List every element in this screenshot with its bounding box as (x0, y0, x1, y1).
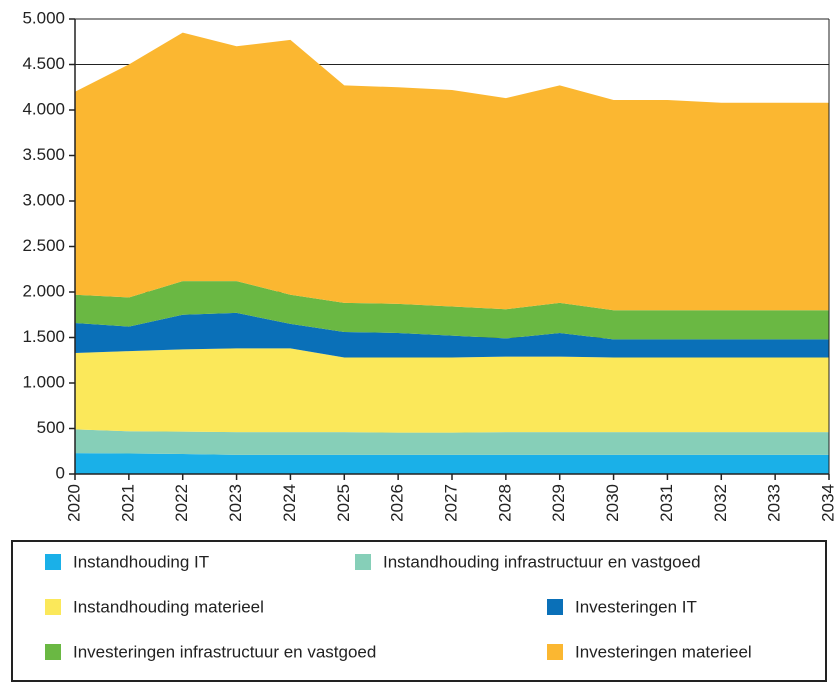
area (75, 32, 829, 311)
x-tick-label: 2025 (334, 484, 353, 522)
y-tick-label: 1.500 (22, 327, 65, 346)
legend-label: Investeringen infrastructuur en vastgoed (73, 642, 376, 661)
legend-box (11, 540, 827, 682)
x-tick-label: 2032 (711, 484, 730, 522)
legend-swatch (45, 599, 61, 615)
x-tick-label: 2023 (226, 484, 245, 522)
y-tick-label: 2.500 (22, 236, 65, 255)
x-tick-label: 2030 (603, 484, 622, 522)
y-tick-label: 3.500 (22, 145, 65, 164)
x-tick-label: 2022 (172, 484, 191, 522)
legend-swatch (355, 554, 371, 570)
x-tick-label: 2026 (388, 484, 407, 522)
y-tick-label: 3.000 (22, 190, 65, 209)
legend-label: Instandhouding infrastructuur en vastgoe… (383, 552, 701, 571)
legend-label: Instandhouding materieel (73, 597, 264, 616)
y-tick-label: 4.000 (22, 99, 65, 118)
legend-label: Investeringen materieel (575, 642, 752, 661)
y-tick-label: 2.000 (22, 281, 65, 300)
legend-swatch (45, 644, 61, 660)
area (75, 281, 829, 340)
x-tick-label: 2027 (441, 484, 460, 522)
x-tick-label: 2031 (657, 484, 676, 522)
y-tick-label: 5.000 (22, 8, 65, 27)
legend-label: Investeringen IT (575, 597, 697, 616)
x-tick-label: 2034 (818, 484, 837, 522)
y-tick-label: 500 (37, 418, 65, 437)
x-tick-label: 2024 (280, 484, 299, 522)
x-tick-label: 2033 (765, 484, 784, 522)
legend-swatch (547, 644, 563, 660)
y-tick-label: 0 (56, 463, 65, 482)
y-tick-label: 1.000 (22, 372, 65, 391)
x-tick-label: 2028 (495, 484, 514, 522)
legend-swatch (547, 599, 563, 615)
legend-swatch (45, 554, 61, 570)
legend-label: Instandhouding IT (73, 552, 209, 571)
area (75, 429, 829, 455)
y-tick-label: 4.500 (22, 54, 65, 73)
area (75, 453, 829, 474)
x-tick-label: 2020 (64, 484, 83, 522)
area (75, 312, 829, 358)
x-tick-label: 2029 (549, 484, 568, 522)
x-tick-label: 2021 (118, 484, 137, 522)
area (75, 348, 829, 433)
